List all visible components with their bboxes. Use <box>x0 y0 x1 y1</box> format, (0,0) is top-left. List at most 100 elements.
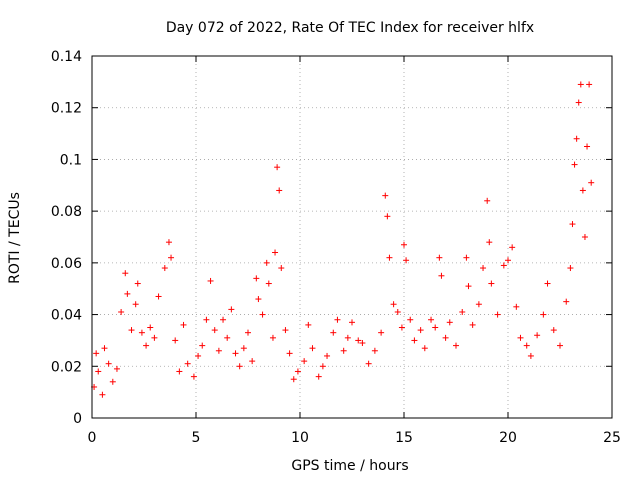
data-point <box>255 296 262 303</box>
data-point <box>398 324 405 331</box>
data-point <box>294 368 301 375</box>
data-point <box>282 327 289 334</box>
data-point <box>245 329 251 336</box>
data-point <box>513 303 520 310</box>
data-point <box>386 254 393 261</box>
data-point <box>586 81 593 88</box>
data-point <box>128 327 135 334</box>
data-point <box>567 265 574 272</box>
data-point <box>432 324 439 331</box>
data-point <box>540 311 547 318</box>
x-tick-labels: 0 5 10 15 20 25 <box>88 430 621 446</box>
grid-lines <box>92 56 612 418</box>
y-tick-label: 0.06 <box>51 256 82 272</box>
data-point <box>315 373 322 380</box>
data-point <box>132 301 139 308</box>
y-tick-label: 0.08 <box>51 204 82 220</box>
data-point <box>99 391 106 398</box>
data-point <box>523 342 530 349</box>
data-point <box>584 143 591 150</box>
data-point <box>407 316 414 323</box>
data-point <box>534 332 541 339</box>
data-point <box>272 249 279 256</box>
data-point <box>417 327 424 334</box>
data-point <box>571 161 578 168</box>
y-tick-label: 0 <box>73 411 82 427</box>
data-point <box>334 316 341 323</box>
data-point <box>544 280 551 287</box>
data-point <box>436 254 443 261</box>
data-point <box>259 311 266 318</box>
chart-title: Day 072 of 2022, Rate Of TEC Index for r… <box>166 20 534 36</box>
data-point <box>480 265 487 272</box>
data-point <box>378 329 385 336</box>
data-point <box>401 241 407 248</box>
data-point <box>359 340 366 347</box>
data-point <box>215 347 222 354</box>
data-point <box>469 321 476 328</box>
data-point <box>581 234 588 240</box>
data-point <box>220 316 227 323</box>
data-point <box>122 270 129 277</box>
data-point <box>509 244 516 251</box>
data-point <box>390 301 397 308</box>
data-point <box>384 213 391 220</box>
data-point <box>475 301 482 308</box>
data-point <box>527 352 534 359</box>
data-point <box>286 350 293 357</box>
data-point <box>124 290 131 297</box>
data-point <box>253 275 260 282</box>
data-point <box>324 352 331 359</box>
data-point <box>459 308 466 315</box>
data-point <box>579 187 586 194</box>
data-point <box>240 345 247 352</box>
data-point <box>269 334 276 341</box>
data-point <box>403 257 410 264</box>
data-point <box>309 345 316 352</box>
data-point <box>232 350 239 357</box>
data-point <box>442 334 449 341</box>
data-point <box>211 327 218 334</box>
data-point <box>557 342 563 349</box>
x-tick-label: 15 <box>395 430 413 446</box>
data-point <box>550 327 557 334</box>
data-point <box>165 239 172 246</box>
data-point <box>105 360 112 367</box>
y-tick-label: 0.1 <box>60 152 82 168</box>
data-point <box>465 283 472 290</box>
x-tick-label: 5 <box>192 430 201 446</box>
data-point <box>365 360 372 367</box>
data-point <box>228 306 235 313</box>
data-point <box>488 280 495 287</box>
data-points <box>91 81 595 398</box>
data-point <box>224 334 231 341</box>
data-point <box>446 319 453 326</box>
x-tick-label: 20 <box>499 430 517 446</box>
data-point <box>505 257 511 264</box>
data-point <box>155 293 162 300</box>
data-point <box>249 358 256 365</box>
data-point <box>118 308 125 315</box>
data-point <box>176 368 183 375</box>
data-point <box>394 308 401 315</box>
data-point <box>151 334 158 341</box>
data-point <box>330 329 337 336</box>
data-point <box>203 316 210 323</box>
data-point <box>573 135 580 142</box>
y-tick-label: 0.04 <box>51 308 82 324</box>
data-point <box>319 363 326 370</box>
y-tick-label: 0.02 <box>51 359 82 375</box>
data-point <box>93 350 100 357</box>
data-point <box>199 342 206 349</box>
data-point <box>101 345 108 352</box>
data-point <box>134 280 141 287</box>
data-point <box>290 376 297 383</box>
data-point <box>371 347 378 354</box>
x-tick-label: 10 <box>291 430 309 446</box>
axis-ticks <box>91 55 613 419</box>
data-point <box>278 265 285 272</box>
y-tick-labels: 0 0.02 0.04 0.06 0.08 0.1 0.12 0.14 <box>51 49 82 427</box>
data-point <box>438 272 445 279</box>
data-point <box>236 363 243 370</box>
